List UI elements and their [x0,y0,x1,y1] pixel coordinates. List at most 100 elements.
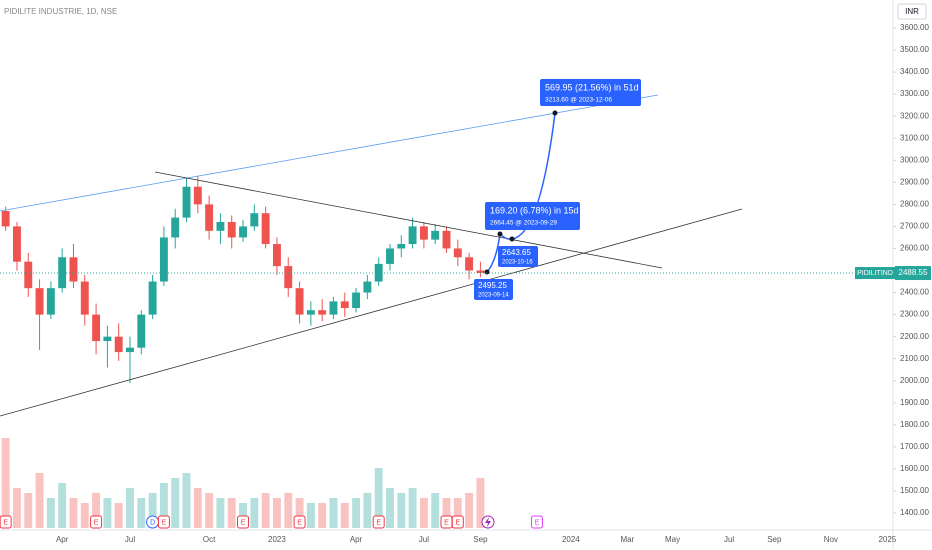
volume-bar [24,493,33,528]
volume-bar [103,498,112,528]
x-tick-label: 2024 [562,535,580,544]
y-tick-label: 3300.00 [900,89,929,98]
y-tick-label: 2800.00 [900,199,929,208]
candle-body [69,257,78,282]
candle-body [58,257,67,289]
chart-title: PIDILITE INDUSTRIE, 1D, NSE [4,7,117,16]
annotation-text: 2643.65 [502,248,531,257]
volume-bar [126,488,134,528]
y-tick-label: 2900.00 [900,177,929,186]
event-label: E [241,519,246,526]
volume-bar [114,503,123,528]
x-tick-label: Apr [56,535,69,544]
symbol-tag [855,267,895,280]
candle-body [419,226,428,240]
event-marker [90,515,103,529]
support-line [0,208,743,417]
y-tick-label: 2100.00 [900,354,929,363]
candle-body [261,213,270,245]
volume-bar [465,493,474,528]
volume-bar [205,493,214,528]
candle-body [92,314,101,342]
y-tick-label: 3100.00 [900,133,929,142]
annotation-box [474,279,513,300]
event-marker [237,515,250,529]
candle-body [24,261,33,289]
volume-bar [92,493,101,528]
volume-bar [69,498,78,528]
y-tick-label: 2400.00 [900,288,929,297]
candle-body [250,213,259,227]
volume-bar [216,498,225,528]
volume-bar [397,493,406,528]
volume-bar [318,503,327,528]
volume-bar [171,478,180,528]
volume-bar [182,473,191,528]
candle-body [386,248,394,264]
x-tick-label: Nov [824,535,838,544]
y-tick-label: 1500.00 [900,486,929,495]
volume-bar [340,503,349,528]
candle-body [318,310,327,315]
x-tick-label: Mar [620,535,634,544]
y-tick-label: 1600.00 [900,464,929,473]
y-tick-label: 2700.00 [900,222,929,231]
candle-body [295,288,304,315]
volume-bar [408,488,417,528]
event-label: E [94,519,99,526]
candle-body [284,266,293,289]
y-tick-label: 2200.00 [900,332,929,341]
volume-bar [80,503,89,528]
candle-body [137,314,146,348]
event-marker [293,515,306,529]
y-tick-label: 1400.00 [900,508,929,517]
candle-body [126,347,134,353]
x-tick-label: Sep [473,535,488,544]
y-tick-label: 3400.00 [900,67,929,76]
candle-body [453,248,462,258]
x-tick-label: Jul [419,535,429,544]
volume-bar [363,493,372,528]
event-label: E [535,519,540,526]
candle-body [465,257,474,271]
annotation-box [485,202,580,230]
volume-bar [329,498,338,528]
volume-bar [261,493,270,528]
annotation-box [540,79,641,106]
candle-body [227,222,236,238]
currency-label: INR [905,7,919,16]
candle-body [272,244,281,267]
anchor-point [497,231,503,237]
volume-bar [227,498,236,528]
candle-body [80,281,89,315]
y-tick-label: 3200.00 [900,111,929,120]
y-tick-label: 2300.00 [900,310,929,319]
x-tick-label: 2023 [268,535,286,544]
volume-bar [306,503,315,528]
y-tick-label: 1900.00 [900,398,929,407]
candle-body [171,217,180,238]
x-tick-label: 2025 [878,535,896,544]
event-label: E [455,519,460,526]
volume-bar [58,483,67,528]
split-icon-bolt [485,517,491,527]
candle-body [216,222,225,231]
event-label: E [3,519,8,526]
y-tick-label: 2600.00 [900,244,929,253]
event-label: D [150,519,155,526]
candle-body [239,226,247,238]
candle-body [431,230,440,240]
volume-bar [193,488,202,528]
event-marker [530,515,543,529]
volume-bar [250,498,259,528]
candle-body [442,230,451,249]
candle-body [193,186,202,205]
volume-bar [35,473,44,528]
volume-bar [419,498,428,528]
x-tick-label: Jul [724,535,734,544]
candle-body [46,288,55,315]
candle-body [340,301,349,308]
annotation-text: 569.95 (21.56%) in 51d [545,82,639,92]
